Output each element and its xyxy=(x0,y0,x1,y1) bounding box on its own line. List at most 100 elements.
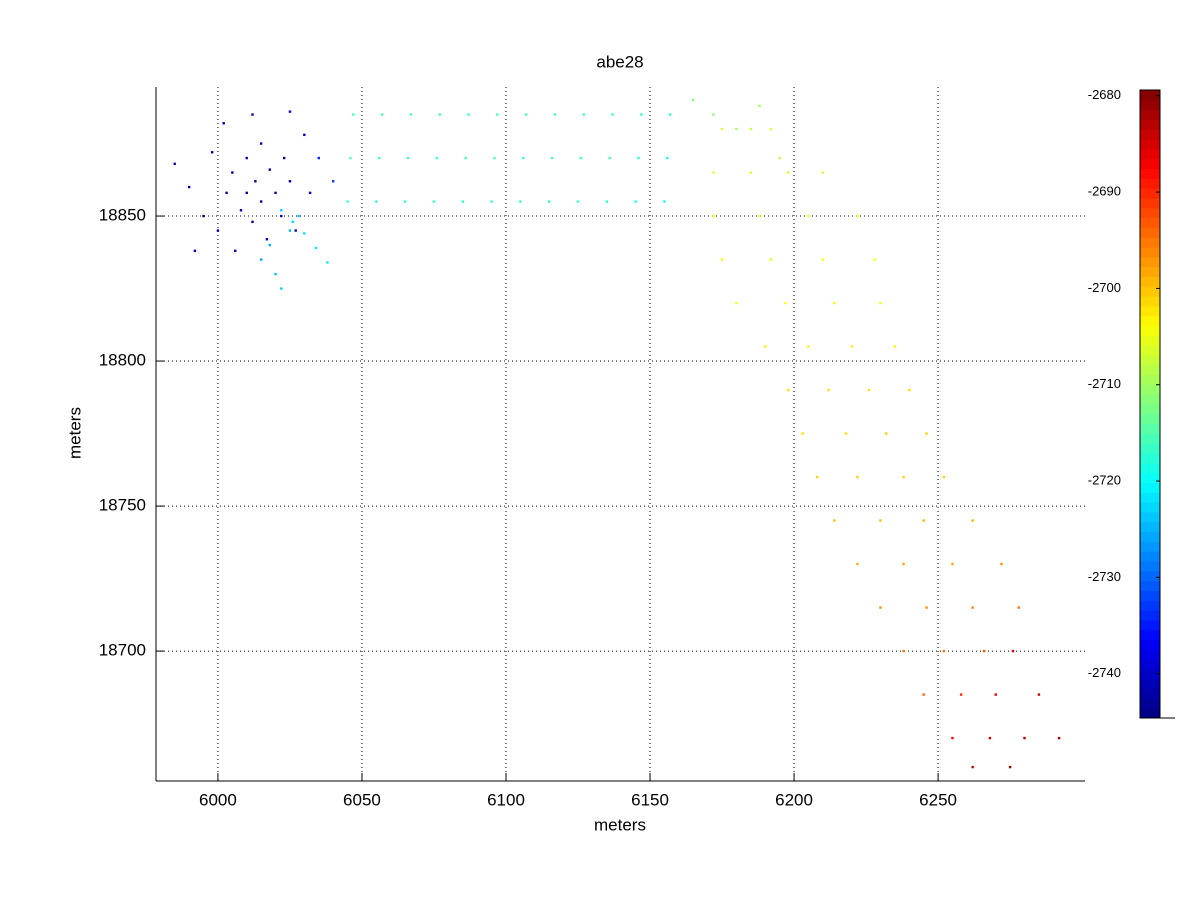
colorbar-band xyxy=(1140,668,1160,680)
colorbar-band xyxy=(1140,561,1160,572)
data-point xyxy=(268,168,271,171)
data-point xyxy=(735,301,738,305)
data-point xyxy=(720,258,724,261)
data-point xyxy=(951,562,954,566)
data-point xyxy=(867,388,871,392)
data-point xyxy=(850,345,853,348)
data-point xyxy=(467,113,470,116)
colorbar-band xyxy=(1140,649,1160,660)
colorbar-band xyxy=(1140,708,1160,719)
data-point xyxy=(666,156,669,160)
colorbar-band xyxy=(1140,688,1160,699)
data-point xyxy=(576,200,580,203)
data-point xyxy=(522,156,525,160)
x-tick-label: 6050 xyxy=(343,790,381,809)
data-point xyxy=(959,693,963,696)
data-point xyxy=(409,113,413,116)
data-point xyxy=(280,214,283,218)
colorbar-band xyxy=(1140,325,1160,336)
data-point xyxy=(856,214,859,218)
data-point xyxy=(807,345,810,348)
colorbar-band xyxy=(1140,266,1160,277)
colorbar-band xyxy=(1140,256,1160,268)
data-point xyxy=(245,191,248,195)
data-point xyxy=(274,272,277,276)
colorbar-band xyxy=(1140,286,1160,297)
data-point xyxy=(346,200,349,203)
y-tick-label: 18700 xyxy=(99,641,146,660)
data-point xyxy=(173,162,176,166)
data-point xyxy=(893,345,897,348)
colorbar-band xyxy=(1140,305,1160,317)
data-point xyxy=(317,156,320,160)
data-point xyxy=(925,432,928,435)
data-point xyxy=(758,214,761,218)
colorbar-band xyxy=(1140,129,1160,140)
data-point xyxy=(712,171,715,174)
colorbar-band xyxy=(1140,394,1160,405)
colorbar-band xyxy=(1140,511,1160,523)
colorbar-band xyxy=(1140,374,1160,385)
colorbar-band xyxy=(1140,531,1160,542)
data-point xyxy=(553,113,557,116)
colorbar-band xyxy=(1140,492,1160,503)
data-point xyxy=(493,156,496,160)
data-point xyxy=(259,258,263,261)
colorbar-band xyxy=(1140,502,1160,513)
y-tick-label: 18800 xyxy=(99,351,146,370)
data-point xyxy=(720,127,724,131)
data-point xyxy=(280,287,283,290)
data-point xyxy=(971,519,974,522)
data-point xyxy=(668,113,672,116)
colorbar-band xyxy=(1140,521,1160,533)
data-point xyxy=(821,171,825,174)
data-point xyxy=(288,229,292,232)
data-point xyxy=(712,113,715,116)
data-point xyxy=(297,214,300,218)
data-point xyxy=(548,200,551,203)
colorbar-band xyxy=(1140,207,1160,219)
data-point xyxy=(231,171,234,174)
colorbar-tick-label: -2740 xyxy=(1088,665,1121,680)
data-point xyxy=(942,649,946,653)
colorbar-band xyxy=(1140,296,1160,307)
data-point xyxy=(879,301,882,305)
data-point xyxy=(352,113,355,116)
colorbar-band xyxy=(1140,188,1160,199)
x-tick-label: 6250 xyxy=(919,790,957,809)
data-point xyxy=(1008,765,1012,769)
data-point xyxy=(225,191,228,195)
colorbar-band xyxy=(1140,413,1160,425)
data-point xyxy=(259,142,263,145)
data-point xyxy=(735,127,738,131)
colorbar-band xyxy=(1140,237,1160,248)
data-point xyxy=(265,238,269,241)
colorbar-tick-label: -2680 xyxy=(1088,87,1121,102)
data-point xyxy=(885,432,888,435)
chart-title: abe28 xyxy=(596,52,643,71)
y-tick-label: 18850 xyxy=(99,206,146,225)
colorbar-band xyxy=(1140,590,1160,601)
colorbar-band xyxy=(1140,541,1160,552)
data-point xyxy=(821,258,825,261)
colorbar-band xyxy=(1140,227,1160,238)
data-point xyxy=(640,113,643,116)
data-point xyxy=(833,301,836,305)
data-point xyxy=(239,209,243,212)
colorbar-band xyxy=(1140,433,1160,444)
data-point xyxy=(349,156,352,160)
data-point xyxy=(234,249,237,253)
data-point xyxy=(971,765,974,769)
data-point xyxy=(807,214,810,218)
colorbar-band xyxy=(1140,551,1160,562)
colorbar-tick-label: -2720 xyxy=(1088,472,1121,487)
data-point xyxy=(769,258,773,261)
data-point xyxy=(490,200,493,203)
data-point xyxy=(187,185,191,189)
data-point xyxy=(438,113,441,116)
data-point xyxy=(749,171,753,174)
data-point xyxy=(1011,649,1015,653)
data-point xyxy=(971,606,974,609)
